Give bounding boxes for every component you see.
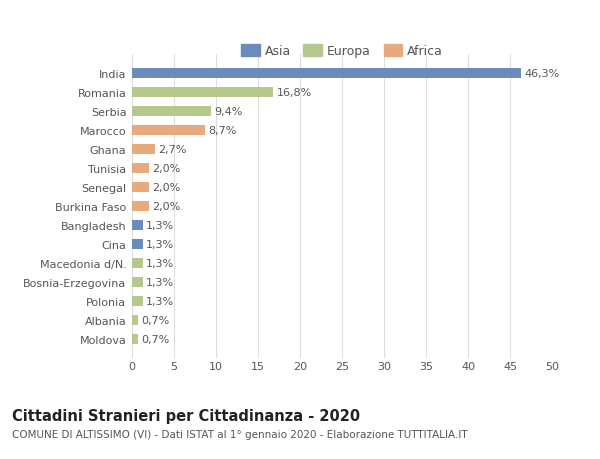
Text: 1,3%: 1,3% [146, 258, 175, 269]
Text: 0,7%: 0,7% [141, 315, 169, 325]
Text: Cittadini Stranieri per Cittadinanza - 2020: Cittadini Stranieri per Cittadinanza - 2… [12, 409, 360, 424]
Bar [132, 69, 521, 79]
Bar [132, 296, 143, 307]
Text: 1,3%: 1,3% [146, 240, 175, 249]
Bar [132, 239, 143, 250]
Text: 2,0%: 2,0% [152, 183, 181, 193]
Bar [132, 334, 138, 344]
Text: COMUNE DI ALTISSIMO (VI) - Dati ISTAT al 1° gennaio 2020 - Elaborazione TUTTITAL: COMUNE DI ALTISSIMO (VI) - Dati ISTAT al… [12, 429, 467, 439]
Bar [132, 277, 143, 287]
Bar [132, 163, 149, 174]
Legend: Asia, Europa, Africa: Asia, Europa, Africa [236, 40, 448, 63]
Text: 9,4%: 9,4% [214, 107, 242, 117]
Bar [132, 145, 155, 155]
Bar [132, 126, 205, 136]
Text: 2,7%: 2,7% [158, 145, 187, 155]
Text: 1,3%: 1,3% [146, 277, 175, 287]
Text: 1,3%: 1,3% [146, 220, 175, 230]
Text: 1,3%: 1,3% [146, 296, 175, 306]
Text: 8,7%: 8,7% [208, 126, 237, 136]
Bar [132, 182, 149, 193]
Bar [132, 202, 149, 212]
Bar [132, 106, 211, 117]
Bar [132, 88, 273, 98]
Bar [132, 220, 143, 231]
Text: 46,3%: 46,3% [524, 69, 560, 79]
Bar [132, 315, 138, 325]
Text: 16,8%: 16,8% [277, 88, 312, 98]
Bar [132, 258, 143, 269]
Text: 2,0%: 2,0% [152, 202, 181, 212]
Text: 0,7%: 0,7% [141, 334, 169, 344]
Text: 2,0%: 2,0% [152, 164, 181, 174]
